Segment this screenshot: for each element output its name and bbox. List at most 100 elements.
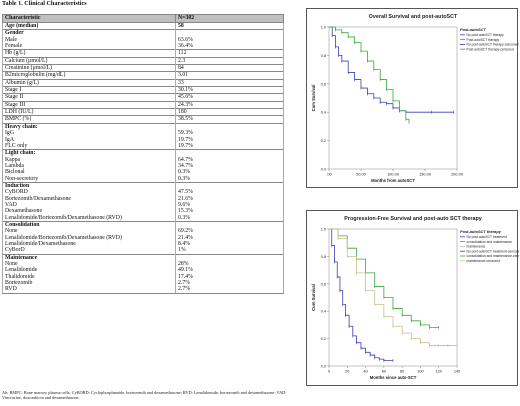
row-value: 17.4% bbox=[175, 273, 284, 281]
row-value: 3.01 bbox=[175, 71, 284, 80]
row-value bbox=[175, 29, 284, 37]
y-tick-label: 0.0 bbox=[321, 168, 326, 172]
row-value: 45.6% bbox=[175, 93, 284, 102]
table-row: Induction bbox=[2, 181, 284, 190]
row-label: Induction bbox=[2, 181, 176, 190]
x-tick-label: 50.00 bbox=[356, 173, 366, 177]
row-value: 64.7% bbox=[175, 156, 284, 163]
row-value: 1% bbox=[175, 247, 284, 255]
table-row: CyBorD 1% bbox=[2, 247, 284, 255]
row-label: Albumin (g/L) bbox=[2, 78, 176, 87]
row-value: 8.4% bbox=[175, 241, 284, 248]
row-value: 36.4% bbox=[175, 43, 284, 50]
y-tick-label: 0.6 bbox=[321, 82, 326, 86]
legend-label: Post-autoSCT therapy-censored bbox=[467, 47, 514, 51]
row-value: 84 bbox=[175, 64, 284, 72]
row-value: 19.7% bbox=[175, 142, 284, 150]
table-row: Lenalidomide 49.1% bbox=[2, 267, 284, 274]
row-label: Non-secretory bbox=[2, 175, 176, 183]
legend-label: maintenance bbox=[467, 245, 486, 249]
row-value: 0.3% bbox=[175, 214, 284, 222]
table-row: FLC only 19.7% bbox=[2, 142, 284, 150]
row-value: 2.7% bbox=[175, 280, 284, 287]
pfs-plot: Progression-Free Survival and post-auto … bbox=[311, 216, 519, 380]
row-label: RVD bbox=[2, 286, 176, 294]
table-row: Lenalidomide/Bortezomib/Dexamethasone (R… bbox=[2, 214, 284, 222]
row-value: 38.5% bbox=[175, 115, 284, 124]
table-row: Stage I 30.1% bbox=[2, 86, 284, 94]
y-tick-label: 0.4 bbox=[321, 310, 326, 314]
legend-label: No post-autoSCT therapy-censored bbox=[467, 43, 519, 47]
table-row: Maintenance bbox=[2, 253, 284, 262]
x-tick-label: 100.00 bbox=[387, 173, 399, 177]
table-row: Lenalidomide/Bortezomib/Dexamethasone (R… bbox=[2, 234, 284, 241]
x-tick-label: 150.00 bbox=[419, 173, 431, 177]
table-footnote: Ab: BMPC: Bone marrow plasma cells; CyBO… bbox=[2, 390, 287, 400]
table-row: Dexamethasone 15.3% bbox=[2, 208, 284, 215]
row-label: Female bbox=[2, 43, 176, 50]
row-value: 49.1% bbox=[175, 267, 284, 274]
row-label: Stage I bbox=[2, 86, 176, 94]
table-row: B2microglobulin (mg/dL) 3.01 bbox=[2, 71, 284, 80]
legend-label: No post-autoSCT treatment bbox=[467, 235, 507, 239]
row-value: 9.6% bbox=[175, 201, 284, 209]
row-label: Age (median) bbox=[2, 21, 176, 30]
x-tick-label: 140 bbox=[454, 370, 460, 374]
row-value bbox=[175, 181, 284, 190]
table-row: CyBORD 47.5% bbox=[2, 189, 284, 196]
y-tick-label: 1.0 bbox=[321, 228, 326, 232]
table-row: Calcium (µmol/L) 2.3 bbox=[2, 56, 284, 65]
table-row: Light chain: bbox=[2, 149, 284, 157]
row-value bbox=[175, 253, 284, 262]
table-row: Hb (g/L) 112 bbox=[2, 49, 284, 58]
table-row: Non-secretory 0.3% bbox=[2, 175, 284, 183]
table-row: Stage III 24.3% bbox=[2, 100, 284, 109]
row-label: Hb (g/L) bbox=[2, 49, 176, 58]
table-row: Kappa 64.7% bbox=[2, 156, 284, 163]
y-tick-label: 0.2 bbox=[321, 337, 326, 341]
y-tick-label: 0.0 bbox=[321, 365, 326, 369]
row-label: Stage II bbox=[2, 93, 176, 102]
table-row: IgA 19.7% bbox=[2, 136, 284, 143]
clinical-characteristics-table: Characteristic N=302 Age (median) 58 Gende… bbox=[2, 14, 284, 294]
row-label: FLC only bbox=[2, 142, 176, 150]
x-tick-label: 60 bbox=[382, 370, 386, 374]
x-tick-label: 20 bbox=[345, 370, 349, 374]
table-row: Heavy chain: bbox=[2, 122, 284, 131]
y-tick-label: 1.0 bbox=[321, 26, 326, 30]
legend-title: Post-autoSCT bbox=[460, 27, 486, 32]
header-characteristic: Characteristic bbox=[2, 14, 176, 23]
table-row: Lambda 34.7% bbox=[2, 162, 284, 170]
row-value: 112 bbox=[175, 49, 284, 58]
row-value: 58 bbox=[175, 21, 284, 30]
y-axis-label: Cum Survival bbox=[311, 85, 316, 112]
table-row: Biclonal 0.3% bbox=[2, 169, 284, 176]
legend-label: No post-autoSCT therapy bbox=[467, 33, 505, 37]
legend-label: maintenance-censored bbox=[467, 259, 501, 263]
row-label: CyBorD bbox=[2, 247, 176, 255]
table-row: VAD 9.6% bbox=[2, 201, 284, 209]
table-row: Albumin (g/L) 33 bbox=[2, 78, 284, 87]
row-label: B2microglobulin (mg/dL) bbox=[2, 71, 176, 80]
table-header-row: Characteristic N=302 bbox=[2, 14, 284, 23]
row-value: 21.6% bbox=[175, 195, 284, 202]
x-axis-label: Months from autoSCT bbox=[371, 178, 415, 183]
row-value: 63.6% bbox=[175, 36, 284, 44]
x-tick-label: 120 bbox=[436, 370, 442, 374]
row-label: BMPC (%) bbox=[2, 115, 176, 124]
chart-title: Progression-Free Survival and post-auto … bbox=[344, 216, 482, 222]
table-row: Age (median) 58 bbox=[2, 21, 284, 30]
x-tick-label: .00 bbox=[326, 173, 331, 177]
table-row: Stage II 45.6% bbox=[2, 93, 284, 102]
table-row: None 69.2% bbox=[2, 228, 284, 235]
y-tick-label: 0.2 bbox=[321, 139, 326, 143]
table-row: Male 63.6% bbox=[2, 36, 284, 44]
legend-label: Post-autoSCT therapy bbox=[467, 38, 500, 42]
row-value: 0.3% bbox=[175, 175, 284, 183]
table-row: Bortezomib 2.7% bbox=[2, 280, 284, 287]
series-line bbox=[329, 26, 410, 123]
legend-title: Post-autoSCT therapy bbox=[460, 229, 502, 234]
row-value: 180 bbox=[175, 108, 284, 116]
header-n: N=302 bbox=[175, 14, 284, 23]
y-tick-label: 0.6 bbox=[321, 282, 326, 286]
